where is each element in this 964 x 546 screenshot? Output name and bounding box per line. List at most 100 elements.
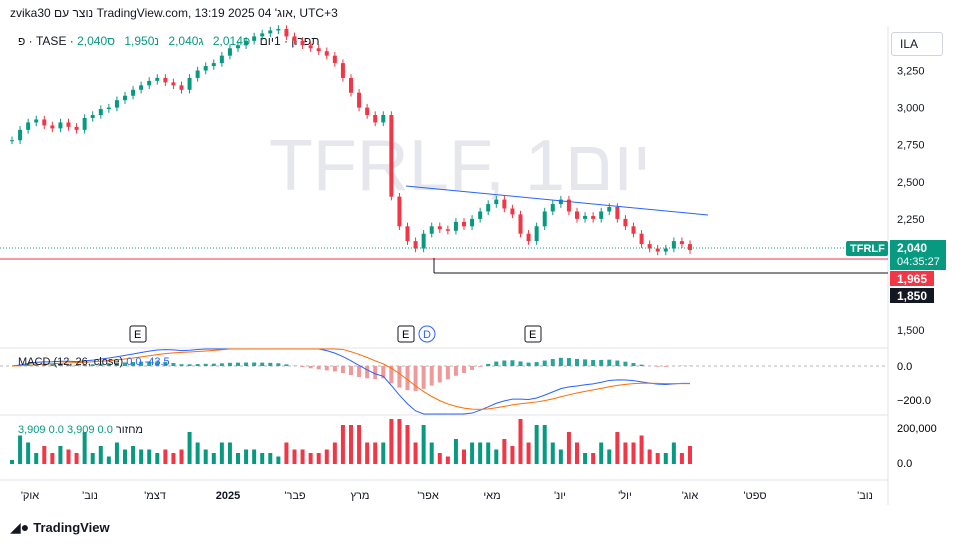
macd-axis-neg: −200.0 [897,395,931,407]
volume-bar [405,425,410,464]
macd-hist-bar [106,363,111,366]
macd-hist-bar [276,363,281,366]
tradingview-logo[interactable]: ◢● TradingView [10,519,110,536]
volume-bar [26,442,31,464]
macd-hist-bar [252,362,257,366]
macd-hist-bar [445,366,450,380]
candle-body [155,77,160,81]
candle-body [558,199,563,205]
price-tick-label: 2,500 [897,177,925,189]
macd-hist-bar [42,363,47,366]
macd-hist-bar [155,361,160,366]
time-tick-label: 2025 [216,490,240,502]
volume-bar [550,442,555,464]
event-marker-2[interactable]: E [397,325,415,343]
volume-bar [518,419,523,464]
volume-bar [171,453,176,464]
macd-value-2: -43.5 [144,356,170,368]
volume-bar [90,453,95,464]
trendline[interactable] [405,185,709,216]
volume-bar [583,453,588,464]
candle-body [179,85,184,90]
volume-bar [453,439,458,464]
volume-bar [478,442,483,464]
candle-body [639,233,644,245]
macd-hist-bar [381,366,386,379]
candle-body [357,92,362,108]
candle-body [663,248,668,252]
candle-body [268,30,273,34]
macd-hist-bar [397,366,402,388]
macd-hist-bar [324,366,329,371]
macd-hist-bar [639,364,644,366]
candle-body [647,244,652,249]
dividend-marker[interactable]: D [418,325,436,343]
candle-body [405,226,410,242]
macd-hist-bar [171,363,176,366]
candle-body [203,66,208,71]
macd-hist-bar [558,357,563,366]
volume-bar [227,442,232,464]
volume-bar [623,442,628,464]
candle-body [389,115,394,197]
macd-hist-bar [550,359,555,366]
candle-body [655,248,660,252]
price-tick-label: 1,500 [897,325,925,337]
macd-hist-bar [123,362,127,366]
candle-body [147,80,152,86]
candle-body [131,89,136,96]
candle-body [227,48,232,56]
macd-hist-bar [599,359,604,366]
macd-hist-bar [268,362,273,366]
candle-body [252,36,257,41]
volume-bar [389,419,394,464]
macd-hist-bar [219,363,224,366]
event-marker-1[interactable]: E [129,325,147,343]
candle-body [74,126,79,130]
macd-hist-bar [591,359,596,366]
macd-axis-zero: 0.0 [897,361,912,373]
volume-bar [671,442,676,464]
low-value: נ1,950 [124,34,160,48]
candle-body [542,211,547,227]
volume-bar [284,442,289,464]
volume-legend: מחזור 0.0 3,909 0.0 3,909 [18,424,143,436]
macd-hist-bar [542,360,547,366]
macd-hist-bar [486,363,491,366]
volume-bar [639,435,644,464]
time-axis[interactable]: 'אוק 'נוב 'דצמ 2025 'פבר מרץ 'אפר מאי 'יונ 'יול 'א… [21,489,873,502]
macd-hist-bar [462,366,466,373]
candle-body [106,107,111,110]
candle-body [453,221,458,231]
candle-body [510,208,515,215]
event-marker-3[interactable]: E [524,325,542,343]
price-axis[interactable]: 3,250 3,000 2,750 2,500 2,250 1,500 [897,66,925,338]
macd-hist-bar [575,358,579,366]
volume-bar [365,442,370,464]
volume-bar [316,453,321,464]
macd-hist-bar [98,363,103,366]
volume-bar [429,442,434,464]
macd-hist-bar [510,360,515,366]
volume-bar [357,425,362,464]
price-tick-label: 2,750 [897,140,925,152]
volume-bar [397,419,402,464]
candle-body [437,226,442,230]
macd-hist-bar [349,366,353,376]
volume-label: מחזור [115,424,143,436]
currency-button[interactable]: ILA [891,32,943,56]
price-tick-label: 3,000 [897,103,925,115]
candle-body [324,51,329,56]
macd-hist-bar [502,360,507,366]
macd-hist-bar [163,362,168,366]
macd-hist-bar [365,366,370,379]
macd-hist-bar [470,366,475,370]
candle-body [365,107,370,116]
volume-bar [211,453,216,464]
volume-bar [82,432,87,464]
volume-bar [308,453,313,464]
volume-bar [340,425,345,464]
macd-hist-bar [244,362,249,366]
candle-body [591,215,596,219]
